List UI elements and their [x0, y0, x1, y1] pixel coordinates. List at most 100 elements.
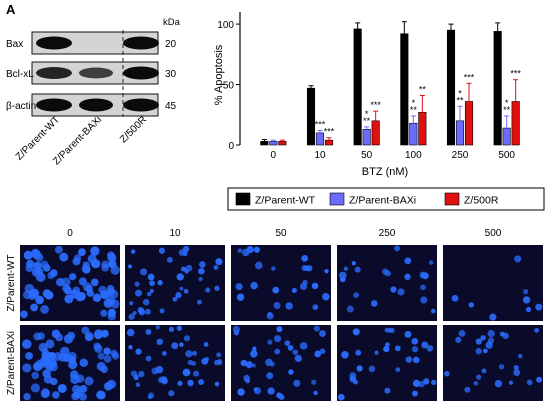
- nucleus-dot: [240, 359, 248, 367]
- nucleus-dot: [107, 253, 117, 263]
- legend-swatch: [329, 192, 345, 206]
- nucleus-dot: [319, 330, 326, 337]
- nucleus-dot: [487, 337, 495, 344]
- nucleus-dot: [311, 282, 319, 290]
- nucleus-dot: [420, 296, 428, 304]
- micrograph-column-label: 50: [275, 228, 287, 239]
- nucleus-dot: [90, 259, 100, 268]
- nucleus-dot: [30, 383, 40, 393]
- nucleus-dot: [394, 245, 401, 252]
- nucleus-dot: [368, 365, 376, 373]
- nucleus-dot: [213, 265, 219, 270]
- nucleus-dot: [443, 370, 450, 377]
- nucleus-dot: [473, 381, 478, 386]
- nucleus-dot: [22, 290, 32, 300]
- nucleus-dot: [271, 266, 276, 271]
- nucleus-dot: [508, 380, 514, 385]
- nucleus-dot: [166, 256, 173, 263]
- nucleus-dot: [412, 379, 421, 388]
- bar: [409, 122, 418, 146]
- nucleus-dot: [476, 374, 482, 380]
- nucleus-dot: [176, 273, 184, 281]
- nucleus-dot: [145, 308, 151, 315]
- nucleus-dot: [25, 263, 34, 273]
- nucleus-dot: [135, 348, 142, 355]
- bar: [511, 101, 520, 146]
- nucleus-dot: [128, 313, 135, 320]
- blot-kda-marker: 45: [165, 101, 177, 112]
- nucleus-dot: [284, 340, 291, 347]
- significance-marker: *: [458, 88, 462, 98]
- legend-swatch: [235, 192, 251, 206]
- nucleus-dot: [171, 342, 179, 350]
- micrograph-row-label: Z/Parent-WT: [6, 254, 17, 311]
- nucleus-dot: [23, 250, 33, 260]
- nucleus-dot: [489, 313, 497, 321]
- significance-marker: *: [412, 98, 416, 108]
- nucleus-dot: [22, 363, 32, 373]
- nucleus-dot: [394, 345, 401, 352]
- nucleus-dot: [404, 330, 412, 338]
- nucleus-dot: [161, 378, 168, 385]
- nucleus-dot: [168, 390, 175, 397]
- nucleus-dot: [106, 287, 115, 296]
- nucleus-dot: [103, 355, 112, 363]
- nucleus-dot: [322, 293, 330, 301]
- legend-label: Z/Parent-WT: [255, 195, 316, 207]
- nucleus-dot: [179, 286, 184, 291]
- nucleus-dot: [62, 284, 71, 293]
- significance-marker: ***: [315, 119, 326, 129]
- nucleus-dot: [494, 379, 503, 388]
- significance-marker: ***: [324, 127, 335, 137]
- nucleus-dot: [483, 348, 488, 354]
- bar: [362, 128, 371, 146]
- panel-label: A: [6, 2, 16, 17]
- nucleus-dot: [42, 264, 51, 272]
- nucleus-dot: [180, 266, 187, 272]
- nucleus-dot: [108, 259, 117, 269]
- nucleus-dot: [157, 280, 163, 286]
- nucleus-dot: [63, 334, 74, 344]
- nucleus-dot: [98, 285, 107, 295]
- nucleus-dot: [67, 355, 77, 364]
- nucleus-dot: [149, 288, 154, 294]
- nucleus-dot: [424, 380, 429, 385]
- nucleus-dot: [96, 361, 106, 371]
- nucleus-dot: [273, 301, 281, 310]
- nucleus-dot: [411, 337, 419, 345]
- nucleus-dot: [301, 254, 309, 262]
- nucleus-dot: [84, 333, 93, 342]
- nucleus-dot: [250, 281, 258, 290]
- x-tick-label: 10: [314, 150, 326, 161]
- blot-band: [36, 98, 72, 112]
- bar: [353, 28, 362, 146]
- nucleus-dot: [285, 302, 293, 310]
- nucleus-dot: [92, 293, 102, 302]
- bar: [371, 120, 380, 146]
- nucleus-dot: [266, 372, 274, 380]
- nucleus-dot: [523, 288, 529, 295]
- nucleus-dot: [464, 386, 471, 393]
- bar: [324, 139, 334, 146]
- nucleus-dot: [132, 311, 137, 316]
- nucleus-dot: [47, 271, 55, 280]
- nucleus-dot: [79, 358, 88, 367]
- nucleus-dot: [352, 328, 360, 336]
- y-tick-label: 50: [223, 81, 235, 92]
- nucleus-dot: [142, 298, 150, 306]
- significance-marker: *: [365, 109, 369, 119]
- micrograph-row-label: Z/Parent-BAXi: [6, 331, 17, 395]
- nucleus-dot: [158, 247, 166, 254]
- blot-band: [123, 36, 159, 50]
- nucleus-dot: [276, 326, 283, 333]
- nucleus-dot: [288, 369, 294, 375]
- significance-marker: **: [503, 105, 511, 115]
- bar: [400, 33, 409, 146]
- nucleus-dot: [187, 360, 193, 366]
- nucleus-dot: [253, 246, 261, 253]
- nucleus-dot: [513, 364, 519, 371]
- blot-band: [123, 98, 159, 112]
- significance-marker: **: [363, 116, 371, 126]
- nucleus-dot: [204, 356, 209, 362]
- nucleus-dot: [43, 375, 53, 384]
